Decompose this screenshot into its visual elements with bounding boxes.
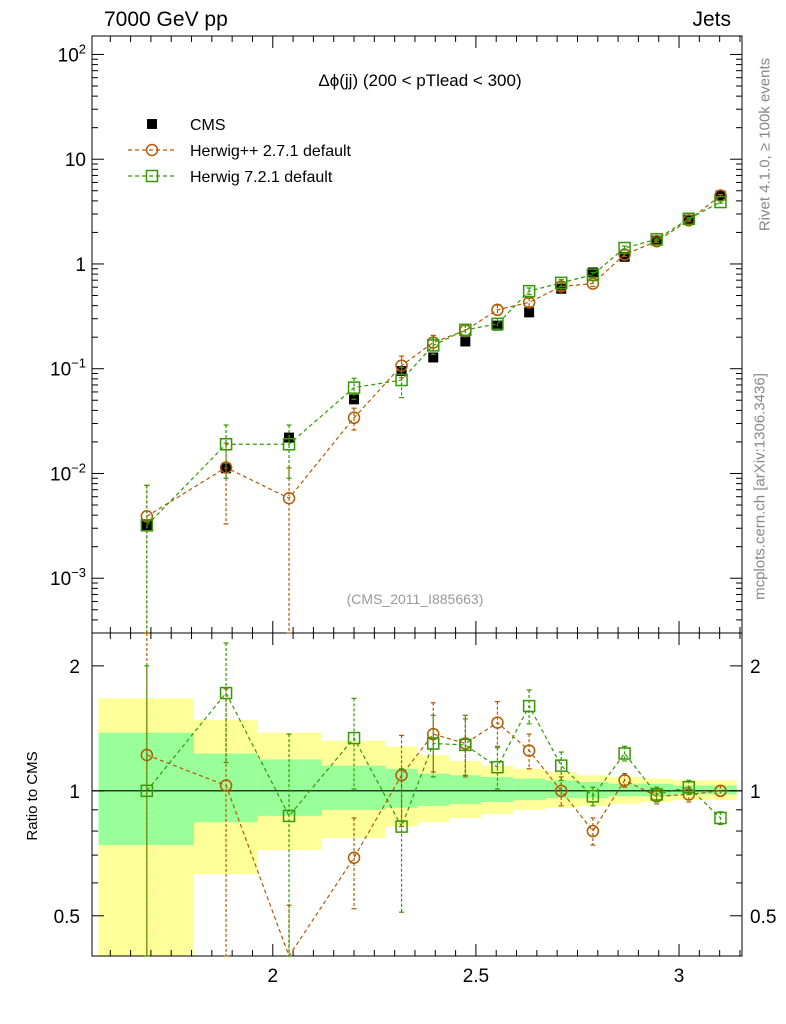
herwig-7-2-1-default-ratio-point	[682, 781, 696, 794]
cms-point	[524, 307, 535, 318]
herwig-2-7-1-default-point	[347, 411, 361, 425]
herwig-7-2-1-default-ratio-point	[618, 747, 631, 760]
herwig-7-2-1-default-ratio-point	[714, 811, 727, 825]
herwig-7-2-1-default-point	[554, 276, 568, 290]
x-tick-label: 3	[674, 966, 685, 987]
y-tick-label: 10−2	[50, 460, 86, 485]
y-tick-label: 1	[69, 782, 80, 803]
herwig-7-2-1-default-point	[522, 284, 536, 298]
stat-band	[257, 759, 322, 816]
legend-label-cms: CMS	[190, 117, 226, 134]
herwig-2-7-1-default-ratio-point	[140, 748, 154, 762]
herwig-7-2-1-default-ratio-point	[219, 686, 233, 700]
herwig-2-7-1-default-ratio-point	[682, 788, 696, 801]
legend-marker-herwig-2-7-1-default	[145, 143, 159, 157]
stat-band	[321, 765, 386, 810]
legend-marker-herwig-7-2-1-default	[145, 169, 159, 183]
herwig-2-7-1-default-point	[282, 492, 296, 505]
legend-label-herwig-7-2-1-default: Herwig 7.2.1 default	[190, 169, 333, 186]
herwig-7-2-1-default-point	[682, 212, 696, 226]
herwig-7-2-1-default-point	[140, 519, 154, 532]
header-left: 7000 GeV pp	[104, 8, 228, 31]
stat-band	[704, 785, 737, 795]
stat-band	[193, 753, 258, 823]
herwig-2-7-1-default-point	[586, 277, 600, 290]
herwig-2-7-1-default-ratio-point	[219, 779, 233, 792]
herwig-7-2-1-default-ratio-point	[554, 759, 568, 772]
herwig-7-2-1-default-point	[650, 233, 663, 246]
herwig-2-7-1-default-ratio-point	[714, 784, 727, 798]
y-tick-label: 1	[75, 255, 86, 276]
legend-label-herwig-2-7-1-default: Herwig++ 2.7.1 default	[190, 143, 352, 160]
y-tick-label: 102	[58, 41, 86, 66]
legend: CMS Herwig++ 2.7.1 default Herwig 7.2.1 de…	[128, 117, 352, 186]
herwig-2-7-1-default-ratio-point	[618, 774, 631, 787]
main-series	[140, 189, 727, 634]
herwig-2-7-1-default-line	[146, 195, 721, 517]
herwig-7-2-1-default-point	[347, 381, 361, 394]
herwig-7-2-1-default-ratio-point	[522, 699, 536, 713]
y-tick-label: 2	[750, 657, 761, 678]
stat-band	[513, 778, 545, 801]
herwig-7-2-1-default-point	[219, 438, 233, 451]
herwig-2-7-1-default-ratio-point	[522, 744, 536, 757]
herwig-7-2-1-default-point	[282, 438, 296, 451]
stat-band	[449, 775, 482, 804]
herwig-7-2-1-default-line	[146, 201, 721, 526]
x-tick-label: 2	[267, 966, 278, 987]
herwig-7-2-1-default-point	[395, 373, 408, 387]
cms-point	[428, 352, 439, 363]
herwig-7-2-1-default-ratio-point	[650, 788, 663, 801]
herwig-7-2-1-default-ratio-point	[586, 790, 600, 803]
herwig-2-7-1-default-point	[395, 359, 408, 372]
herwig-2-7-1-default-ratio-point	[491, 716, 504, 729]
y-tick-label: 10	[65, 150, 86, 171]
herwig-7-2-1-default-ratio-point	[282, 809, 296, 823]
herwig-7-2-1-default-ratio-point	[427, 737, 440, 750]
herwig-2-7-1-default-ratio-point	[586, 824, 600, 838]
herwig-7-2-1-default-point	[491, 317, 504, 331]
chart-title: Δϕ(jj) (200 < pTlead < 300)	[318, 71, 521, 90]
y-tick-label: 2	[69, 657, 80, 678]
y-tick-label: 1	[750, 782, 761, 803]
herwig-7-2-1-default-point	[714, 195, 727, 209]
herwig-7-2-1-default-ratio-point	[491, 760, 504, 774]
x-tick-label: 2.5	[463, 966, 489, 987]
ratio-series	[140, 632, 727, 958]
y-tick-label: 0.5	[54, 907, 80, 928]
herwig-7-2-1-default-point	[427, 339, 440, 352]
ratio-bands	[98, 698, 737, 956]
herwig-2-7-1-default-point	[491, 303, 504, 317]
herwig-7-2-1-default-ratio-point	[140, 784, 154, 798]
main-frame	[91, 35, 743, 634]
herwig-2-7-1-default-ratio-point	[347, 851, 361, 864]
header-right: Jets	[692, 8, 731, 31]
cms-point	[460, 336, 471, 347]
legend-marker-cms	[147, 119, 157, 129]
watermark: (CMS_2011_I885663)	[347, 591, 484, 607]
herwig-7-2-1-default-point	[459, 323, 472, 337]
ratio-ylabel: Ratio to CMS	[24, 751, 41, 840]
ratio-axes: 2 2.5 3 0.5 0.5 1 1 2 2	[54, 632, 776, 987]
y-tick-label: 0.5	[750, 907, 776, 928]
main-axes: 10−3 10−2 10−1 1 10 102	[50, 35, 743, 634]
stat-band	[417, 773, 450, 806]
herwig-7-2-1-default-ratio-point	[459, 738, 472, 752]
herwig-2-7-1-default-ratio-point	[427, 727, 440, 741]
herwig-7-2-1-default-ratio-line	[146, 691, 721, 829]
y-tick-label: 10−1	[50, 356, 86, 381]
herwig-7-2-1-default-ratio-point	[395, 820, 408, 833]
herwig-7-2-1-default-point	[618, 241, 631, 255]
herwig-2-7-1-default-ratio-point	[554, 784, 568, 798]
y-tick-label: 10−3	[50, 565, 86, 590]
herwig-7-2-1-default-ratio-point	[347, 731, 361, 745]
herwig-7-2-1-default-point	[586, 268, 600, 281]
